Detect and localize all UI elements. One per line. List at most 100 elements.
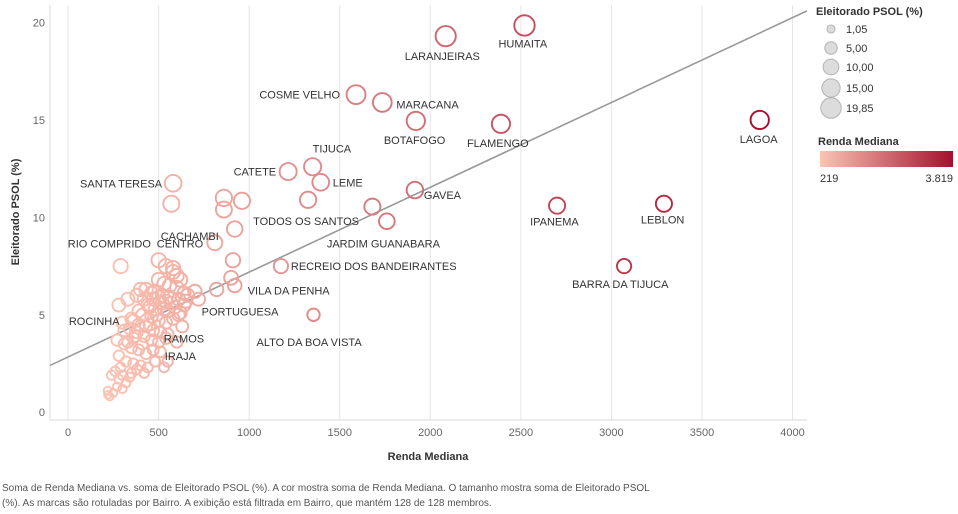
data-point bbox=[214, 200, 233, 219]
legend: Eleitorado PSOL (%) 1,05 5,00 10,00 15,00 19… bbox=[816, 6, 953, 185]
size-legend-label: 1,05 bbox=[846, 24, 867, 36]
data-point bbox=[162, 194, 181, 213]
data-point bbox=[138, 281, 154, 298]
data-point bbox=[345, 84, 367, 106]
data-point bbox=[161, 355, 174, 368]
size-legend-circle bbox=[822, 58, 840, 76]
color-legend-min: 219 bbox=[820, 173, 838, 185]
data-point bbox=[272, 258, 289, 275]
grid-lines bbox=[67, 5, 794, 420]
size-legend-title: Eleitorado PSOL (%) bbox=[816, 6, 923, 18]
y-tick-label: 15 bbox=[33, 115, 45, 127]
data-point bbox=[163, 173, 183, 193]
size-legend: 1,05 5,00 10,00 15,00 19,85 bbox=[820, 24, 874, 119]
data-point bbox=[749, 109, 770, 131]
data-point bbox=[141, 361, 154, 374]
data-point bbox=[162, 289, 178, 305]
data-point bbox=[214, 188, 233, 207]
data-point bbox=[150, 252, 167, 269]
data-point bbox=[490, 113, 512, 134]
point-label: HUMAITA bbox=[498, 38, 547, 50]
size-legend-circle bbox=[826, 24, 836, 34]
x-tick-label: 500 bbox=[149, 427, 167, 439]
data-point bbox=[311, 172, 331, 192]
data-point bbox=[208, 281, 225, 298]
data-point bbox=[224, 252, 242, 269]
point-label: IRAJA bbox=[165, 351, 197, 363]
point-label: COSME VELHO bbox=[259, 90, 340, 102]
data-point bbox=[378, 212, 396, 231]
point-label: PORTUGUESA bbox=[202, 306, 279, 318]
data-point bbox=[120, 291, 136, 307]
size-legend-label: 19,85 bbox=[846, 103, 874, 115]
data-point bbox=[405, 180, 425, 200]
point-label: JARDIM GUANABARA bbox=[327, 238, 441, 250]
data-point bbox=[372, 92, 393, 113]
point-label: LARANJEIRAS bbox=[405, 51, 480, 63]
color-legend-title: Renda Mediana bbox=[818, 136, 900, 148]
caption-line-2: (%). As marcas são rotuladas por Bairro.… bbox=[2, 498, 492, 509]
size-legend-circle bbox=[820, 97, 842, 119]
data-point bbox=[298, 190, 318, 209]
x-tick-label: 2500 bbox=[509, 427, 533, 439]
point-label: BARRA DA TIJUCA bbox=[572, 279, 669, 291]
data-point bbox=[152, 335, 166, 349]
point-label: TODOS OS SANTOS bbox=[253, 216, 359, 228]
data-point bbox=[206, 234, 224, 252]
data-point bbox=[223, 269, 239, 286]
point-label: MARACANA bbox=[396, 99, 459, 111]
data-point bbox=[187, 283, 203, 300]
x-tick-label: 3500 bbox=[690, 427, 714, 439]
data-point bbox=[616, 258, 633, 275]
color-legend-ramp bbox=[820, 151, 953, 167]
point-label: CACHAMBI bbox=[161, 231, 219, 243]
point-label: TIJUCA bbox=[313, 144, 352, 156]
data-point bbox=[303, 157, 323, 177]
y-tick-label: 0 bbox=[39, 407, 45, 419]
data-point bbox=[103, 389, 113, 400]
data-point bbox=[226, 277, 243, 294]
data-point bbox=[134, 359, 147, 372]
color-legend-max: 3.819 bbox=[925, 173, 953, 185]
data-point bbox=[434, 25, 457, 48]
y-tick-label: 5 bbox=[39, 310, 45, 322]
point-label: CATETE bbox=[234, 167, 277, 179]
y-tick-label: 10 bbox=[33, 212, 45, 224]
x-tick-label: 3000 bbox=[599, 427, 623, 439]
data-point bbox=[144, 333, 159, 347]
x-tick-label: 0 bbox=[65, 427, 71, 439]
point-label: CENTRO bbox=[157, 239, 204, 251]
point-label: GAVEA bbox=[424, 190, 462, 202]
caption-line-1: Soma de Renda Mediana vs. soma de Eleito… bbox=[2, 483, 650, 494]
x-tick-label: 1000 bbox=[237, 427, 261, 439]
point-label: LAGOA bbox=[740, 134, 779, 146]
x-tick-label: 4000 bbox=[780, 427, 804, 439]
data-point bbox=[110, 333, 124, 347]
point-label: LEME bbox=[333, 177, 363, 189]
data-point bbox=[120, 355, 133, 368]
point-label: IPANEMA bbox=[530, 217, 579, 229]
size-legend-label: 5,00 bbox=[846, 43, 867, 55]
axes: 0 500 1000 1500 2000 2500 3000 3500 4000 0 5 10 15 20 bbox=[33, 5, 807, 439]
size-legend-label: 10,00 bbox=[846, 62, 874, 74]
point-labels: HUMAITA LARANJEIRAS COSME VELHO MARACANA BOT… bbox=[68, 38, 778, 363]
data-point bbox=[154, 287, 170, 303]
point-label: RAMOS bbox=[164, 333, 204, 345]
data-point bbox=[127, 357, 140, 370]
data-point bbox=[112, 258, 129, 275]
point-label: SANTA TERESA bbox=[80, 178, 163, 190]
point-label: ROCINHA bbox=[69, 316, 120, 328]
point-label: VILA DA PENHA bbox=[248, 286, 331, 298]
data-point bbox=[165, 259, 182, 277]
y-tick-label: 20 bbox=[33, 18, 45, 30]
size-legend-label: 15,00 bbox=[846, 83, 874, 95]
point-label: RIO COMPRIDO bbox=[68, 239, 152, 251]
x-axis-title: Renda Mediana bbox=[388, 451, 470, 463]
x-tick-label: 1500 bbox=[328, 427, 352, 439]
data-point bbox=[278, 162, 298, 182]
point-label: LEBLON bbox=[641, 215, 684, 227]
data-point bbox=[405, 110, 426, 132]
data-point bbox=[548, 196, 567, 215]
size-legend-circle bbox=[824, 41, 838, 55]
data-point bbox=[363, 197, 382, 216]
